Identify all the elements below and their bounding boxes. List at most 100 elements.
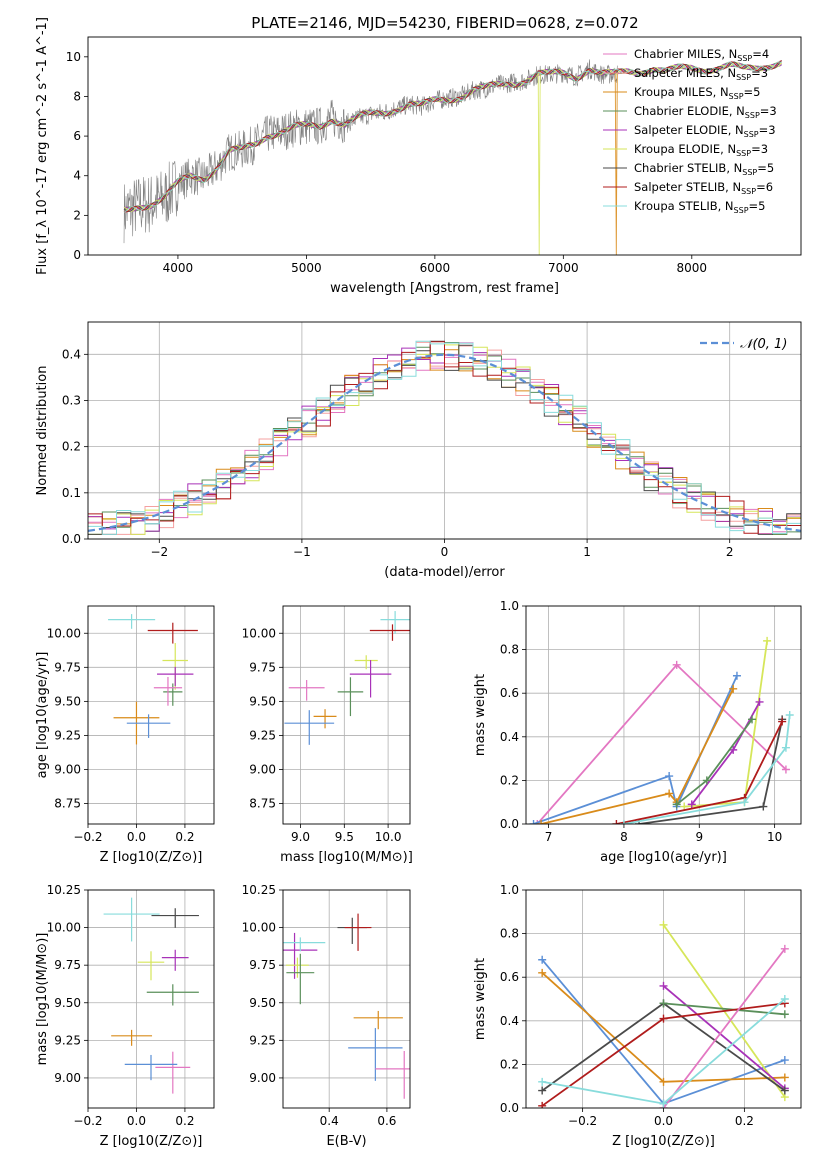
weight-marker: [759, 802, 768, 811]
y-tick-label: 0.3: [62, 393, 81, 407]
weight-marker: [687, 800, 696, 809]
panel-mass_vs_Z: −0.2 0.0 0.2 9.00 9.25 9.50 9.75 10.00 10.25 Z [l…: [35, 883, 215, 1149]
plot-area: [284, 611, 410, 745]
legend-subscript: SSP: [745, 111, 760, 120]
legend-tail: =5: [757, 161, 774, 175]
x-tick-label: 10.0: [375, 830, 402, 844]
y-tick-label: 9.25: [249, 728, 276, 742]
x-tick-label: 4000: [163, 261, 194, 275]
y-tick-label: 0.2: [500, 773, 519, 787]
legend-entry: Chabrier MILES, NSSP=4: [634, 47, 769, 63]
y-tick-label: 0.2: [500, 1057, 519, 1071]
observed-spectrum: [123, 59, 618, 244]
x-tick-label: −0.2: [73, 830, 102, 844]
legend-subscript: SSP: [729, 92, 744, 101]
legend-entry: Kroupa STELIB, NSSP=5: [634, 199, 765, 215]
y-tick-label: 9.00: [54, 1071, 81, 1085]
y-axis-label: Normed distribution: [35, 366, 50, 496]
y-tick-label: 6: [73, 129, 81, 143]
weight-marker: [538, 955, 547, 964]
weight-marker: [659, 1077, 668, 1086]
legend-entry: Salpeter STELIB, NSSP=6: [634, 180, 773, 196]
legend-label: Kroupa MILES, N: [634, 85, 729, 99]
plot-area: [123, 59, 783, 255]
y-tick-label: 0.8: [500, 643, 519, 657]
plot-frame: [87, 36, 802, 256]
weight-marker: [763, 636, 772, 645]
weight-marker: [780, 1056, 789, 1065]
legend-tail: =5: [744, 85, 761, 99]
x-axis-label: (data-model)/error: [384, 565, 505, 580]
x-tick-label: 0.4: [320, 1114, 339, 1128]
y-tick-label: 9.75: [54, 660, 81, 674]
x-tick-label: 7: [545, 830, 553, 844]
x-axis-label: Z [log10(Z/Z⊙)]: [100, 1134, 203, 1149]
weight-marker: [780, 944, 789, 953]
x-tick-label: 2: [726, 545, 734, 559]
y-tick-label: 0.4: [500, 1014, 519, 1028]
x-tick-label: 0.0: [654, 1114, 673, 1128]
weight-marker: [538, 1101, 547, 1108]
normal-curve: [88, 353, 801, 532]
legend-label: Salpeter ELODIE, N: [634, 123, 744, 137]
y-tick-label: 0: [73, 248, 81, 262]
x-tick-label: 0.2: [735, 1114, 754, 1128]
y-tick-label: 9.25: [54, 1033, 81, 1047]
weight-line: [663, 1002, 785, 1016]
y-tick-label: 0.0: [62, 532, 81, 546]
legend-subscript: SSP: [741, 187, 756, 196]
y-tick-label: 8.75: [54, 797, 81, 811]
x-tick-label: 5000: [291, 261, 322, 275]
y-tick-label: 1.0: [500, 599, 519, 613]
y-tick-label: 9.00: [249, 1071, 276, 1085]
x-axis-label: wavelength [Angstrom, rest frame]: [330, 281, 559, 296]
y-axis-label: mass [log10(M/M⊙)]: [35, 933, 50, 1066]
weight-marker: [729, 684, 738, 693]
y-tick-label: 0.4: [62, 347, 81, 361]
figure-title: PLATE=2146, MJD=54230, FIBERID=0628, z=0…: [251, 14, 638, 32]
y-tick-label: 0.8: [500, 927, 519, 941]
legend-entry: Kroupa MILES, NSSP=5: [634, 85, 760, 101]
x-tick-label: 8000: [677, 261, 708, 275]
plot-area: [108, 614, 198, 745]
plot-frame: [525, 605, 802, 825]
weight-marker: [659, 1014, 668, 1023]
weight-marker: [732, 671, 741, 680]
model-spectrum-line: [123, 61, 782, 213]
legend-tail: =4: [752, 47, 769, 61]
weight-line: [536, 663, 787, 824]
x-tick-label: 0.0: [127, 830, 146, 844]
model-spectrum-line: [123, 60, 782, 213]
panel-age_vs_mass: 9.0 9.5 10.0 8.75 9.00 9.25 9.50 9.75 10.00 mass …: [242, 605, 413, 865]
y-tick-label: 10.00: [47, 626, 81, 640]
x-tick-label: 0.0: [127, 1114, 146, 1128]
histogram-step: [88, 340, 801, 535]
plot-frame: [525, 889, 802, 1109]
y-tick-label: 0.4: [500, 730, 519, 744]
x-tick-label: −0.2: [568, 1114, 597, 1128]
legend-tail: =3: [751, 142, 768, 156]
x-axis-label: mass [log10(M/M⊙)]: [280, 850, 413, 865]
x-tick-label: 9: [695, 830, 703, 844]
y-axis-label: mass weight: [473, 674, 488, 756]
y-tick-label: 10: [66, 50, 81, 64]
legend-label: Chabrier MILES, N: [634, 47, 737, 61]
y-tick-label: 0.6: [500, 686, 519, 700]
legend-tail: =3: [759, 123, 776, 137]
weight-marker: [672, 800, 681, 809]
weight-marker: [702, 776, 711, 785]
weight-marker: [740, 798, 749, 807]
panel-weight_vs_age: 7 8 9 10 0.0 0.2 0.4 0.6 0.8 1.0 age [log10(age/yr…: [473, 599, 802, 865]
weight-marker: [659, 920, 668, 929]
weight-marker: [672, 660, 681, 669]
plot-area: [538, 920, 789, 1108]
y-tick-label: 8: [73, 89, 81, 103]
x-tick-label: 9.5: [335, 830, 354, 844]
y-tick-label: 4: [73, 169, 81, 183]
y-tick-label: 0.0: [500, 817, 519, 831]
y-tick-label: 9.75: [54, 958, 81, 972]
x-tick-label: 10: [767, 830, 782, 844]
weight-line: [684, 640, 768, 808]
y-tick-label: 10.25: [242, 883, 276, 897]
